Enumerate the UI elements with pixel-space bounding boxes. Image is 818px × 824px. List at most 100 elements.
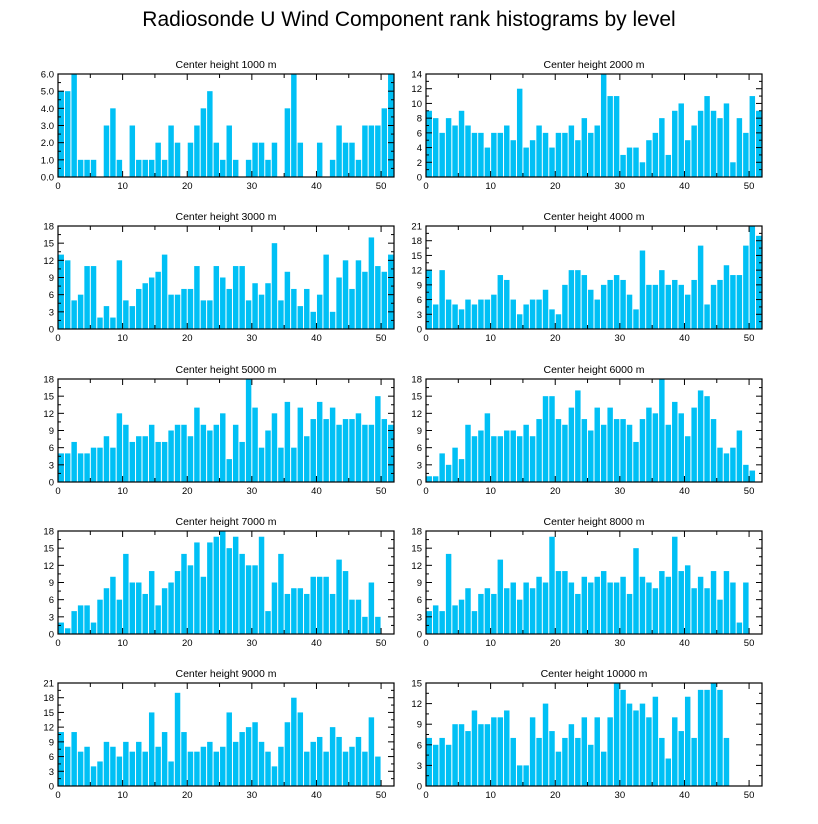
panel-1-bar-17 (168, 125, 174, 177)
panel-5-bar-38 (304, 436, 310, 482)
panel-7-bar-0 (58, 622, 64, 634)
panel-3-xtick-label-20: 20 (182, 333, 193, 344)
panel-7-bar-27 (232, 536, 239, 634)
panel-8-bar-37 (665, 576, 672, 634)
panel-2-bar-1 (432, 118, 439, 177)
panel-4-bar-2 (439, 270, 445, 329)
panel-9-bar-45 (349, 746, 355, 786)
panel-8-bar-32 (633, 548, 639, 634)
panel-8-title: Center height 8000 m (544, 516, 645, 528)
panel-7-bar-22 (200, 576, 207, 634)
panel-6-bar-32 (633, 441, 639, 482)
panel-6-bar-15 (523, 424, 529, 482)
panel-2-bar-29 (613, 96, 620, 177)
panel-6-bar-26 (594, 407, 600, 482)
panel-2-bar-35 (652, 132, 659, 177)
panel-6-bar-7 (471, 436, 478, 482)
panel-7-bar-7 (103, 588, 110, 634)
panel-10-bar-31 (626, 703, 633, 786)
panel-3-bar-20 (187, 288, 194, 329)
panel-2-xtick-label-10: 10 (485, 181, 496, 192)
panel-9-bar-20 (187, 751, 194, 786)
panel-4-bar-48 (736, 275, 743, 329)
panel-8-xtick-label-30: 30 (615, 638, 626, 649)
panel-6-ytick-label-6: 6 (417, 443, 422, 454)
panel-9-bar-7 (103, 741, 110, 786)
panel-7-bar-12 (136, 582, 142, 634)
panel-3-ytick-label-0: 0 (49, 325, 54, 336)
panel-3-bar-7 (103, 306, 110, 329)
panel-10-ytick-label-3: 3 (417, 761, 422, 772)
panel-4-bar-9 (484, 299, 491, 329)
panel-4-bar-34 (646, 284, 652, 329)
panel-1-bar-2 (71, 74, 77, 177)
panel-1-bar-11 (129, 125, 136, 177)
panel-2-bar-20 (555, 132, 562, 177)
panel-1-ytick-label-0: 0.0 (41, 173, 54, 184)
panel-9-bar-6 (97, 761, 103, 786)
panel-6-bar-11 (497, 436, 504, 482)
panel-10-bar-38 (672, 717, 678, 786)
panel-5-ytick-label-3: 3 (49, 460, 54, 471)
panel-3-bar-51 (388, 254, 394, 329)
panel-5-xtick-label-50: 50 (376, 486, 387, 497)
panel-2-ytick-label-6: 6 (417, 128, 422, 139)
panel-10-bar-33 (639, 703, 646, 786)
panel-5-xtick-label-20: 20 (182, 486, 193, 497)
panel-8-ytick-label-9: 9 (417, 578, 422, 589)
panel-5-ytick-label-18: 18 (43, 375, 54, 386)
panel-1-bar-26 (226, 125, 232, 177)
panel-10-ytick-label-6: 6 (417, 740, 422, 751)
panel-6-xtick-label-30: 30 (615, 486, 626, 497)
panel-6-bar-12 (504, 430, 510, 482)
panel-2-ytick-label-8: 8 (417, 114, 422, 125)
panel-8-ytick-label-12: 12 (411, 561, 422, 572)
panel-1-bar-18 (174, 142, 181, 177)
panel-7-bar-6 (97, 599, 103, 634)
panel-8-bar-14 (516, 599, 523, 634)
panel-5-bar-28 (239, 441, 245, 482)
panel-2-bar-32 (633, 147, 639, 177)
panel-4-bar-30 (620, 279, 626, 329)
panel-6-bar-47 (730, 447, 736, 482)
panel-2-bar-30 (620, 154, 626, 177)
panel-4-ytick-label-6: 6 (417, 295, 422, 306)
panel-1-bar-43 (336, 125, 342, 177)
panel-8-bar-47 (730, 582, 736, 634)
panel-8-bar-24 (581, 576, 588, 634)
panel-10-bar-46 (723, 737, 730, 786)
panel-10-ytick-label-15: 15 (411, 679, 422, 690)
panel-3-bar-36 (291, 288, 297, 329)
panel-2-bar-25 (588, 132, 594, 177)
panel-1-bar-23 (207, 91, 213, 177)
panel-2-bar-45 (717, 118, 723, 177)
panel-5-bar-35 (284, 401, 291, 482)
panel-5-bar-43 (336, 424, 342, 482)
panel-3-ytick-label-15: 15 (43, 239, 54, 250)
panel-1-bar-50 (381, 108, 388, 177)
panel-8-xtick-label-0: 0 (423, 638, 428, 649)
panel-4-ytick-label-3: 3 (417, 310, 422, 321)
panel-3-ytick-label-6: 6 (49, 290, 54, 301)
panel-5-bar-48 (368, 424, 375, 482)
panel-4-bar-8 (478, 299, 484, 329)
panel-3-bar-15 (155, 271, 161, 329)
panel-4-bar-38 (672, 279, 678, 329)
panel-7-bar-5 (90, 622, 97, 634)
panel-2-bar-27 (600, 74, 607, 177)
panel-5-bar-50 (381, 419, 388, 482)
panel-1-bar-22 (200, 108, 207, 177)
panel-1-bar-29 (245, 159, 252, 177)
panel-4-bar-13 (510, 299, 516, 329)
panel-10-bar-5 (458, 724, 465, 786)
panel-9-bar-19 (181, 732, 187, 786)
panel-1-ytick-label-3: 3.0 (41, 121, 54, 132)
panel-10-bar-6 (465, 731, 471, 786)
panel-4-bar-22 (568, 270, 575, 329)
panel-5-bar-21 (194, 407, 200, 482)
panel-5-bar-8 (110, 447, 116, 482)
panel-7-bar-45 (349, 599, 355, 634)
panel-8-xtick-label-20: 20 (550, 638, 561, 649)
panel-7-bar-8 (110, 576, 116, 634)
panel-9-bar-22 (200, 746, 207, 786)
